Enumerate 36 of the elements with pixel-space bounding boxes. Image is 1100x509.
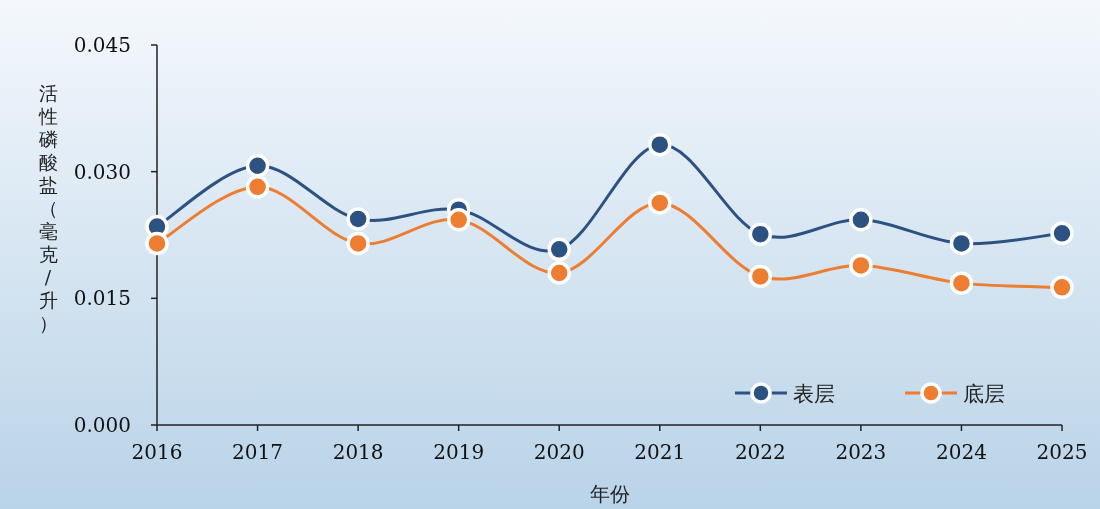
point <box>1050 221 1074 246</box>
x-axis-title: 年份 <box>589 482 630 506</box>
point <box>1050 275 1074 300</box>
point <box>547 261 571 285</box>
y-tick-label: 0.000 <box>73 413 131 437</box>
point <box>748 222 773 246</box>
text: 活性磷酸盐（毫克/升） <box>38 82 58 334</box>
point <box>849 253 873 278</box>
x-tick-label: 2021 <box>634 440 686 464</box>
x-tick-label: 2024 <box>935 440 987 464</box>
x-tick-label: 2020 <box>533 440 585 464</box>
point <box>648 191 672 215</box>
x-tick-label: 2018 <box>332 440 384 464</box>
point <box>346 231 370 256</box>
y-tick-label: 0.015 <box>73 286 131 311</box>
x-tick-label: 2016 <box>131 440 183 464</box>
x-tick-label: 2022 <box>734 440 786 464</box>
x-tick-label: 2025 <box>1036 440 1088 464</box>
legend-label: 底层 <box>963 382 1005 406</box>
point <box>849 208 873 232</box>
point <box>245 154 270 178</box>
point <box>446 208 471 232</box>
x-tick-label: 2019 <box>433 440 485 464</box>
point <box>949 271 974 295</box>
point <box>547 237 571 262</box>
x-tick-label: 2017 <box>232 440 284 464</box>
y-tick-label: 0.030 <box>73 159 131 184</box>
x-tick-label: 2023 <box>835 440 887 464</box>
point <box>949 231 974 256</box>
point <box>245 175 270 199</box>
point <box>145 231 169 256</box>
point <box>648 132 672 157</box>
legend-label: 表层 <box>793 382 835 406</box>
point <box>748 264 773 289</box>
point <box>346 207 370 231</box>
y-tick-label: 0.045 <box>73 33 131 57</box>
